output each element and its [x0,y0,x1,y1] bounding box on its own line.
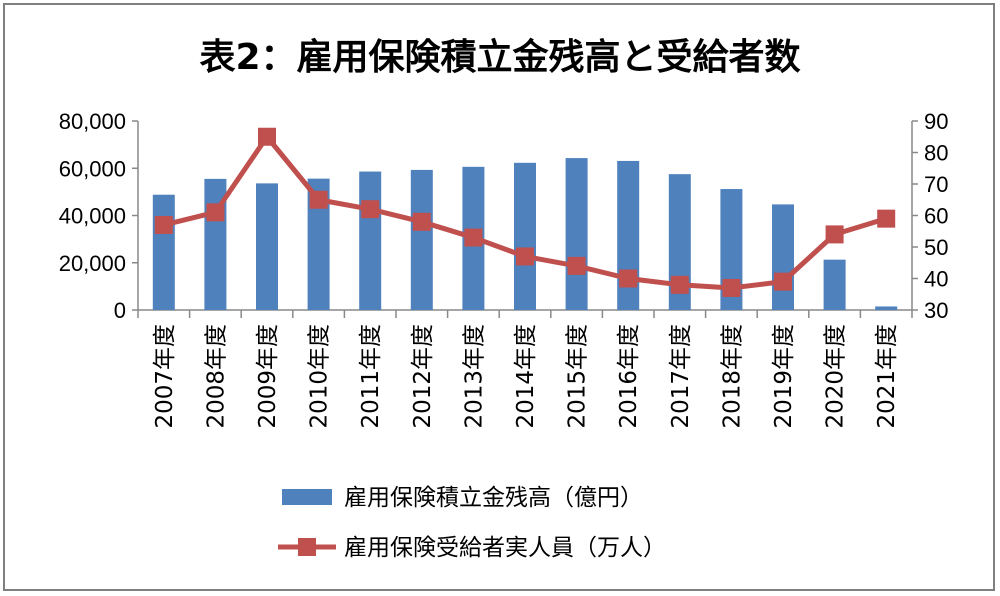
category-label: 2020年度 [823,324,849,429]
line-point-marker [722,278,741,297]
chart-title: 表2：雇用保険積立金残高と受給者数 [199,37,801,78]
line-point-marker [877,209,896,228]
left-tick-label: 40,000 [59,204,126,229]
line-point-marker [825,225,844,244]
category-label: 2015年度 [565,324,591,429]
line-point-marker [309,190,328,209]
category-label: 2009年度 [255,324,281,429]
category-label: 2013年度 [461,324,487,429]
category-label: 2007年度 [152,324,178,429]
left-tick-label: 80,000 [59,109,126,134]
category-label: 2016年度 [616,324,642,429]
bar [565,158,588,310]
right-tick-label: 60 [924,204,948,229]
bar [875,306,898,310]
category-label: 2018年度 [719,324,745,429]
bar [514,162,536,310]
line-point-marker [412,212,431,231]
bar [823,259,846,310]
category-label: 2021年度 [874,324,900,429]
line-point-marker [464,228,483,247]
category-label: 2019年度 [771,324,797,429]
category-label: 2011年度 [358,324,384,429]
legend-line-label: 雇用保険受給者実人員（万人） [344,535,666,561]
category-label: 2010年度 [307,324,333,429]
legend-line-marker [298,538,316,556]
legend-bar-swatch [282,489,332,505]
right-tick-label: 80 [924,141,948,166]
line-point-marker [567,256,586,275]
line-point-marker [154,215,173,234]
category-label: 2014年度 [513,324,539,429]
line-point-marker [516,247,534,266]
line-point-marker [206,203,225,222]
bar [256,183,278,310]
bar [152,194,175,310]
bar [410,169,433,310]
left-tick-label: 20,000 [59,251,126,276]
line-point-marker [361,200,380,219]
line-point-marker [258,127,276,146]
right-tick-label: 70 [924,172,948,197]
right-tick-label: 40 [924,267,948,292]
left-tick-label: 60,000 [59,156,126,181]
bar [617,160,640,310]
category-label: 2008年度 [203,324,229,429]
left-tick-label: 0 [114,298,126,323]
line-point-marker [774,272,792,291]
bar [307,178,330,310]
category-label: 2017年度 [668,324,694,429]
right-tick-label: 50 [924,235,948,260]
bar [359,171,382,310]
category-label: 2012年度 [410,324,436,429]
line-point-marker [670,275,689,294]
bar [772,204,794,310]
right-tick-label: 30 [924,298,948,323]
line-point-marker [619,269,638,288]
right-tick-label: 90 [924,109,948,134]
legend-bar-label: 雇用保険積立金残高（億円） [344,485,643,511]
